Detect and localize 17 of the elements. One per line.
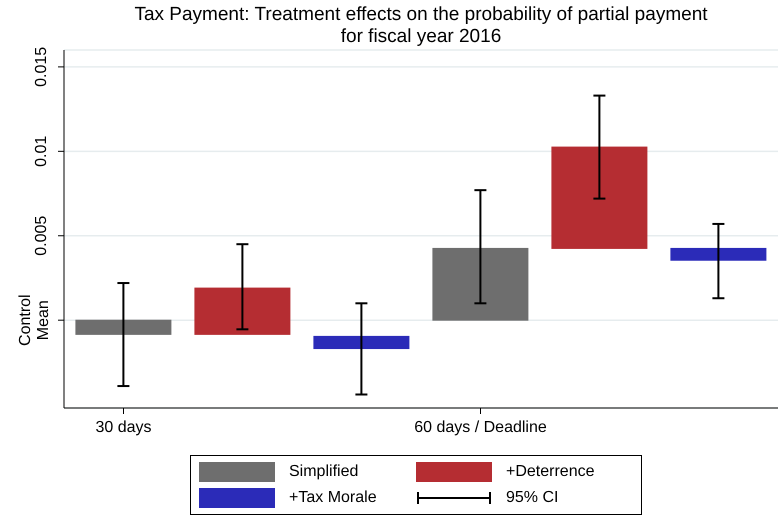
bar (194, 288, 290, 335)
bar (670, 248, 766, 261)
bar (75, 320, 172, 335)
bar (551, 146, 648, 249)
text: 95% CI (506, 489, 558, 507)
legend-label: Simplified (289, 463, 358, 481)
y-tick-label: Control Mean (17, 294, 52, 346)
x-tick-label: 60 days / Deadline (414, 419, 547, 436)
legend-label: +Tax Morale (289, 489, 377, 507)
legend-label: +Deterrence (506, 463, 594, 481)
y-tick-label: 0.005 (33, 216, 50, 256)
x-tick-label: 30 days (95, 419, 152, 436)
bar (432, 248, 528, 321)
y-tick-label: 0.015 (33, 46, 50, 87)
bar (313, 336, 410, 350)
chart-title: Tax Payment: Treatment effects on the probability of partial payment for fiscal year 2016 (133, 4, 709, 48)
y-tick-label: 0.01 (33, 136, 50, 167)
